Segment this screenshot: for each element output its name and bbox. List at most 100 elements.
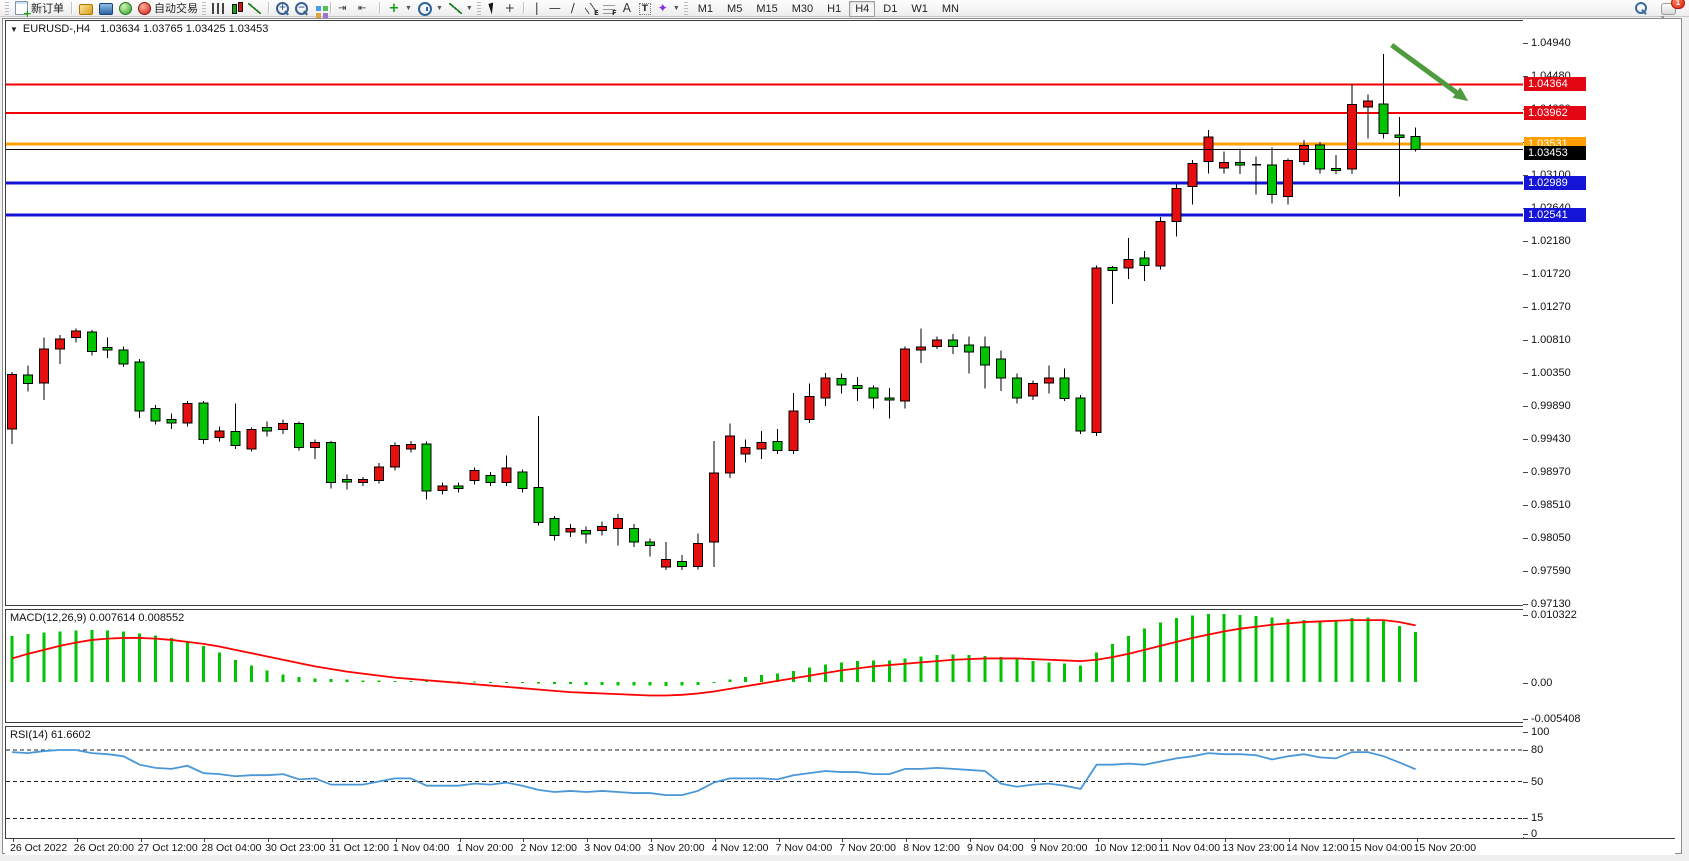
bull-candle	[405, 444, 416, 450]
zoom-out-button[interactable]: −	[292, 1, 311, 16]
macd-histogram-bar	[489, 682, 492, 684]
macd-histogram-bar	[393, 680, 397, 683]
bear-candle	[549, 517, 560, 537]
bull-candle	[932, 339, 943, 347]
crosshair-button[interactable]: +	[501, 1, 519, 16]
timeframe-button-MN[interactable]: MN	[941, 3, 959, 15]
candlestick-icon	[230, 2, 243, 14]
time-tick-mark	[332, 839, 333, 842]
cursor-button[interactable]	[484, 1, 501, 16]
toolbar-grip[interactable]	[683, 1, 688, 15]
bull-candle	[1203, 136, 1214, 162]
timeframe-button-W1[interactable]: W1	[911, 3, 928, 15]
templates-button[interactable]: ▼	[446, 1, 476, 16]
toolbar-grip[interactable]	[202, 1, 206, 15]
time-tick-label: 30 Oct 23:00	[265, 842, 326, 854]
macd-tick-label: -0.005408	[1523, 713, 1581, 725]
time-tick-mark	[906, 839, 908, 842]
time-tick-mark	[140, 839, 142, 842]
timeframe-button-M5[interactable]: M5	[727, 3, 743, 15]
rsi-panel[interactable]: RSI(14) 61.6602	[5, 726, 1524, 839]
macd-histogram-bar	[1190, 615, 1194, 683]
text-label-button[interactable]: T	[636, 1, 654, 16]
time-tick-label: 14 Nov 12:00	[1286, 842, 1349, 854]
macd-histogram-bar	[632, 682, 636, 686]
notifications-button[interactable]: 1	[1658, 0, 1685, 16]
price-level-badge: 1.02541	[1524, 208, 1586, 222]
signals-button[interactable]	[116, 1, 135, 16]
bear-candle	[230, 431, 241, 446]
price-chart-panel[interactable]: ▼ EURUSD-,H4 1.03634 1.03765 1.03425 1.034…	[5, 20, 1524, 606]
macd-histogram-bar	[1031, 661, 1035, 683]
timeframe-button-M1[interactable]: M1	[697, 3, 714, 15]
time-tick-mark	[13, 839, 14, 842]
zoom-in-button[interactable]: +	[273, 1, 292, 16]
bear-candle	[102, 347, 113, 351]
macd-histogram-bar	[90, 630, 94, 683]
text-button[interactable]: A	[618, 1, 636, 16]
chart-dropdown-icon[interactable]: ▼	[10, 25, 18, 34]
timeframe-button-H4[interactable]: H4	[849, 1, 876, 17]
price-tick-label: 0.99890	[1523, 399, 1571, 412]
bull-candle	[373, 466, 384, 481]
toolbar-grip[interactable]	[476, 1, 481, 15]
chart-title[interactable]: ▼ EURUSD-,H4 1.03634 1.03765 1.03425 1.034…	[10, 23, 268, 35]
time-tick-label: 4 Nov 12:00	[711, 842, 769, 854]
periods-button[interactable]: ▼	[415, 1, 446, 16]
arrows-button[interactable]: ✦ ▼	[654, 1, 683, 16]
macd-histogram-bar	[1142, 628, 1146, 683]
separator	[330, 2, 331, 14]
terminal-button[interactable]	[96, 1, 116, 16]
trendline-button[interactable]: /	[564, 1, 582, 16]
macd-histogram-bar	[185, 641, 189, 683]
bull-candle	[1219, 162, 1230, 169]
bear-candle	[453, 485, 464, 489]
chart-shift-icon: ⇤	[358, 2, 367, 14]
vline-button[interactable]: |	[528, 1, 546, 16]
auto-trading-button[interactable]: 自动交易	[135, 1, 201, 16]
zoom-out-icon: −	[295, 1, 308, 15]
timeframe-button-H1[interactable]: H1	[827, 3, 842, 15]
signal-icon	[119, 2, 132, 15]
horizontal-line-icon: —	[548, 0, 561, 15]
fibonacci-button[interactable]	[600, 1, 618, 17]
tile-windows-button[interactable]	[311, 1, 326, 16]
hline-button[interactable]: —	[546, 1, 564, 16]
macd-histogram-bar	[1382, 620, 1386, 683]
line-chart-button[interactable]	[245, 1, 264, 16]
macd-chart	[10, 614, 1418, 697]
channel-button[interactable]	[582, 1, 600, 17]
macd-histogram-bar	[425, 680, 429, 683]
time-tick-label: 27 Oct 12:00	[137, 842, 198, 854]
macd-histogram-bar	[201, 645, 205, 683]
rsi-tick-label: 15	[1522, 812, 1544, 825]
bar-chart-button[interactable]	[209, 1, 227, 16]
market-watch-button[interactable]	[76, 1, 96, 16]
time-tick-label: 3 Nov 04:00	[584, 842, 641, 854]
timeframe-button-D1[interactable]: D1	[883, 3, 898, 15]
timeframe-button-M30[interactable]: M30	[791, 3, 814, 15]
bear-candle	[198, 402, 209, 441]
macd-panel[interactable]: MACD(12,26,9) 0.007614 0.008552	[5, 609, 1524, 723]
price-tick-label: 0.98510	[1523, 498, 1571, 511]
toolbar-grip[interactable]	[5, 1, 9, 15]
search-button[interactable]	[1632, 1, 1650, 16]
price-tick-label: 1.04940	[1523, 37, 1571, 49]
trend-arrow-annotation[interactable]	[1390, 43, 1469, 102]
candlestick-chart[interactable]	[6, 21, 1523, 605]
timeframe-button-M15[interactable]: M15	[756, 3, 778, 15]
chart-shift-button[interactable]: ⇤	[355, 1, 375, 16]
new-order-button[interactable]: 新订单	[12, 1, 67, 19]
bull-candle	[1123, 259, 1134, 269]
bull-candle	[1187, 162, 1198, 187]
macd-histogram-bar	[42, 632, 46, 683]
time-tick-mark	[587, 839, 589, 842]
macd-histogram-bar	[728, 679, 732, 683]
auto-scroll-button[interactable]: ⇥	[335, 1, 355, 16]
rsi-label: RSI(14) 61.6602	[10, 729, 91, 741]
indicators-button[interactable]: + ▼	[384, 1, 415, 16]
time-axis[interactable]: 26 Oct 2022 26 Oct 20:00 27 Oct 12:00 28 Oc…	[5, 838, 1675, 855]
bear-candle	[517, 471, 528, 489]
price-axis[interactable]: 1.049401.044801.040201.035601.031001.026…	[1522, 20, 1675, 840]
candlestick-chart-button[interactable]	[227, 1, 245, 16]
